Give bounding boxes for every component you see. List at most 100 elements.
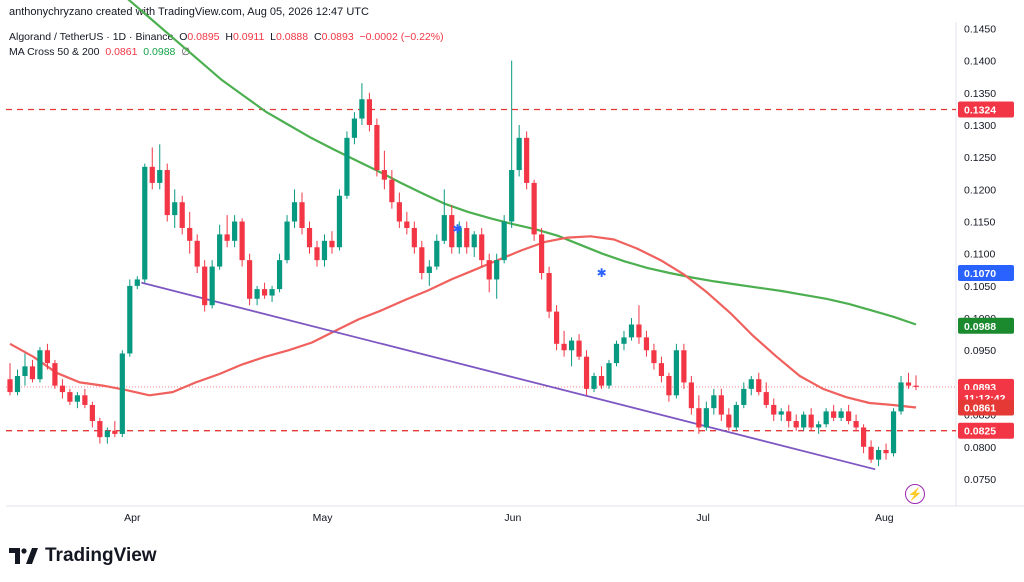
symbol-legend[interactable]: Algorand / TetherUS · 1D · Binance O 0.08… <box>9 31 444 43</box>
price-tag-label: 0.1070 <box>964 268 996 280</box>
candle-body <box>14 375 21 393</box>
candle-body <box>591 375 597 389</box>
candle-body <box>306 227 313 248</box>
candle-body <box>104 430 110 438</box>
candle-body <box>681 350 687 383</box>
candle-body <box>546 273 552 312</box>
symbol-name[interactable]: Algorand / TetherUS · 1D · Binance <box>9 31 174 43</box>
candle-body <box>711 395 717 409</box>
high-value: 0.0911 <box>232 31 265 43</box>
y-tick-label: 0.1150 <box>964 217 995 229</box>
y-tick-label: 0.1050 <box>964 281 996 293</box>
candle-body <box>336 195 343 248</box>
tradingview-logo[interactable]: TradingView <box>9 545 157 567</box>
candle-body <box>846 411 852 422</box>
price-tag-box <box>958 101 1014 118</box>
candle-body <box>913 385 919 387</box>
candle-body <box>157 170 163 183</box>
candle-body <box>733 404 739 428</box>
y-tick-label: 0.0950 <box>964 345 996 357</box>
candle-body <box>726 414 732 428</box>
candle-body <box>778 411 784 415</box>
hidden-values-icon[interactable]: ∅ <box>181 46 191 58</box>
candle-body <box>741 388 747 405</box>
y-tick-label: 0.1300 <box>964 120 996 132</box>
candle-body <box>254 289 260 299</box>
candle-body <box>232 221 238 241</box>
price-tag-box <box>958 317 1014 334</box>
candle-body <box>748 379 754 389</box>
candle-body <box>763 392 769 405</box>
lightning-icon[interactable]: ⚡ <box>905 484 925 504</box>
candle-body <box>628 324 635 338</box>
price-tag-label: 0.0825 <box>964 426 996 438</box>
candle-body <box>576 340 582 357</box>
candle-body <box>568 340 575 351</box>
candle-body <box>853 421 859 428</box>
price-tag-label: 0.1324 <box>964 105 996 117</box>
candle-body <box>613 343 620 364</box>
candle-body <box>651 350 657 364</box>
candle-body <box>898 382 904 412</box>
close-value: 0.0893 <box>321 31 354 43</box>
y-tick-label: 0.0800 <box>964 442 996 454</box>
candle-body <box>134 279 140 286</box>
candle-body <box>7 379 13 393</box>
ma50-value: 0.0861 <box>105 46 138 58</box>
candle-body <box>74 395 80 402</box>
candle-body <box>598 375 605 386</box>
candle-body <box>434 240 440 267</box>
candle-body <box>703 408 709 428</box>
candle-body <box>44 350 51 364</box>
change-value: −0.0002 (−0.22%) <box>359 31 444 43</box>
candle-body <box>516 137 522 171</box>
x-tick-label: May <box>313 512 334 524</box>
ma200-line <box>127 0 917 326</box>
candle-body <box>808 414 814 428</box>
candle-body <box>179 202 185 228</box>
candle-body <box>868 446 874 460</box>
candle-body <box>411 227 417 248</box>
x-tick-label: Aug <box>875 512 894 524</box>
candle-body <box>471 234 477 248</box>
candle-body <box>658 363 665 376</box>
candle-body <box>419 247 425 274</box>
y-tick-label: 0.1350 <box>964 88 996 100</box>
candle-body <box>621 337 627 344</box>
candle-body <box>643 337 650 351</box>
candle-body <box>583 356 590 389</box>
candle-body <box>524 137 530 183</box>
high-label: H <box>225 31 233 43</box>
candle-body <box>688 382 694 409</box>
y-tick-label: 0.1250 <box>964 152 996 164</box>
candle-body <box>291 202 298 222</box>
candle-body <box>344 137 350 196</box>
candle-body <box>299 202 305 228</box>
candle-body <box>381 170 387 180</box>
indicator-legend[interactable]: MA Cross 50 & 200 0.0861 0.0988 ∅ <box>9 46 190 58</box>
ma200-value: 0.0988 <box>143 46 176 58</box>
indicator-name[interactable]: MA Cross 50 & 200 <box>9 46 100 58</box>
low-label: L <box>270 31 276 43</box>
open-label: O <box>179 31 188 43</box>
candle-body <box>97 421 103 438</box>
candle-body <box>905 382 912 386</box>
candle-body <box>142 166 148 280</box>
price-tag-box <box>958 399 1014 416</box>
candle-body <box>486 260 492 280</box>
candle-body <box>59 385 66 393</box>
candle-body <box>82 395 88 405</box>
close-label: C <box>313 31 322 43</box>
candle-body <box>172 202 178 216</box>
candle-body <box>187 227 193 241</box>
price-tag-box <box>958 422 1014 439</box>
candle-body <box>883 450 889 454</box>
candle-body <box>666 375 672 396</box>
candle-body <box>823 411 829 425</box>
candle-body <box>202 266 208 306</box>
price-tag-label: 0.0861 <box>964 403 996 415</box>
ma-cross-marker: ✱ <box>453 222 463 236</box>
candle-body <box>269 289 275 296</box>
